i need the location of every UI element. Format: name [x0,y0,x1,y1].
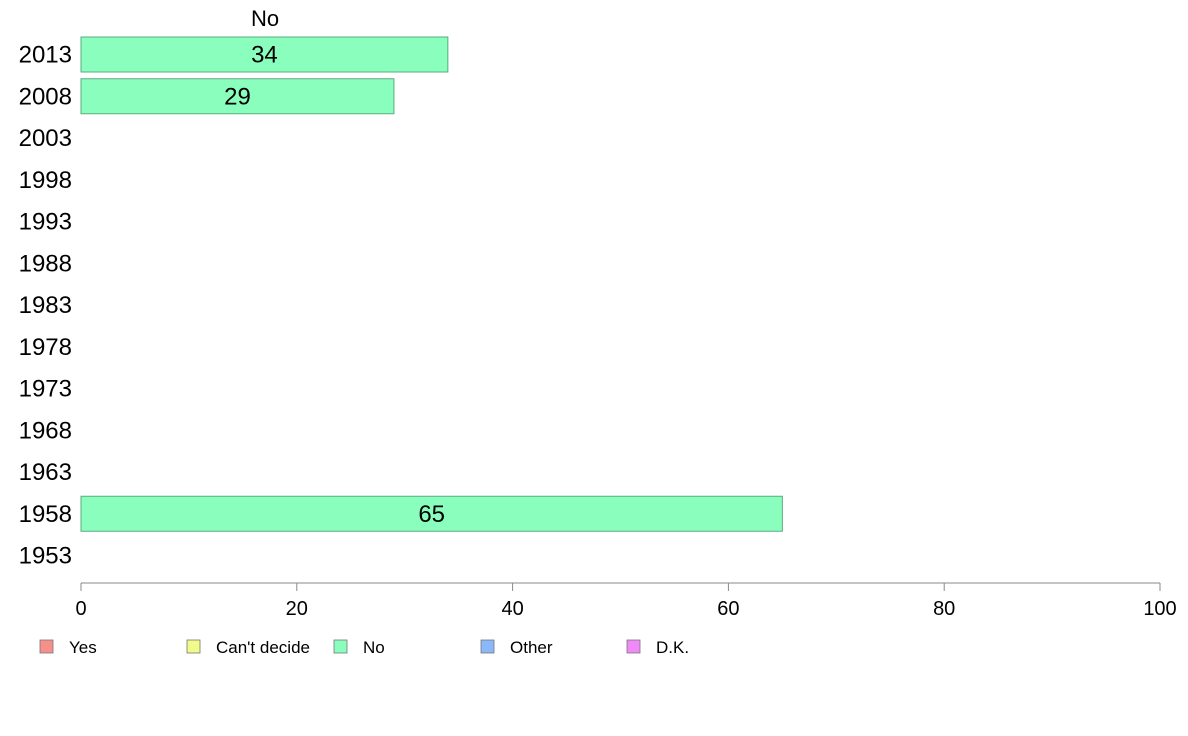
x-axis: 0 20 40 60 80 100 [75,582,1177,620]
series-header: No [251,6,279,31]
bar-value-label: 34 [251,42,278,69]
x-tick-label: 40 [501,598,523,620]
year-label: 2003 [19,125,72,152]
year-label: 1983 [19,292,72,319]
year-label: 1973 [19,376,72,403]
year-label: 1993 [19,209,72,236]
year-label: 1978 [19,334,72,361]
legend-label: No [363,638,385,657]
legend-swatch [480,639,495,654]
bar [80,36,449,73]
year-label: 2013 [19,42,72,69]
year-label: 1963 [19,459,72,486]
x-tick-label: 80 [933,598,955,620]
legend-swatch [626,639,641,654]
legend-label: Other [510,638,553,657]
year-labels: 2013 2008 2003 1998 1993 1988 1983 1978 1973 1968… [19,42,72,570]
bar-value-label: 29 [224,83,251,110]
legend-swatch [39,639,54,654]
x-tick-label: 60 [717,598,739,620]
x-tick-label: 100 [1143,598,1176,620]
x-tick-label: 0 [75,598,86,620]
legend-label: D.K. [656,638,689,657]
year-label: 1958 [19,501,72,528]
year-label: 1968 [19,417,72,444]
bar [80,78,395,115]
bar [80,495,783,532]
legend-label: Yes [69,638,97,657]
bar-value-label: 65 [418,501,445,528]
legend-label: Can't decide [216,638,310,657]
legend: Yes Can't decide No Other D.K. [39,638,689,657]
year-label: 2008 [19,83,72,110]
x-tick-label: 20 [286,598,308,620]
legend-swatch [333,639,348,654]
legend-swatch [186,639,201,654]
year-label: 1988 [19,250,72,277]
year-label: 1998 [19,167,72,194]
year-label: 1953 [19,543,72,570]
